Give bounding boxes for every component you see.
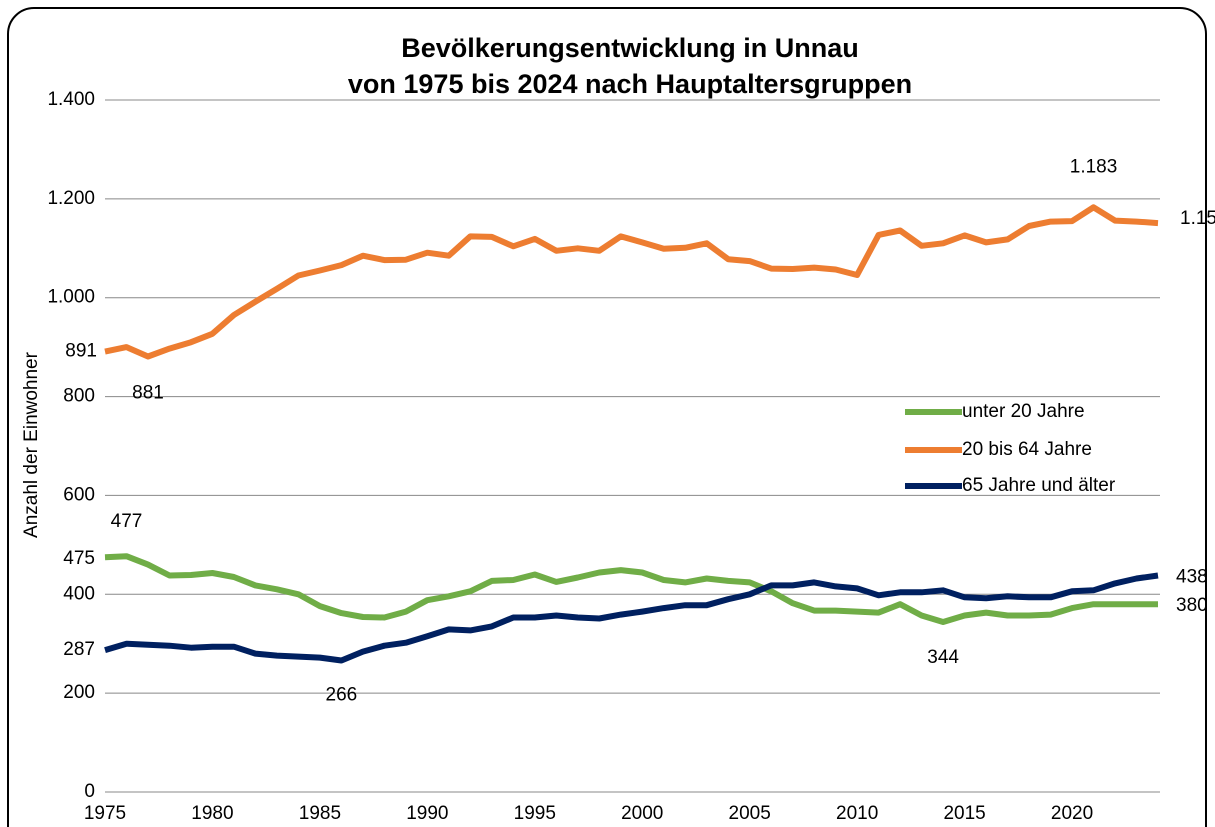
y-tick-label: 600 xyxy=(63,484,95,505)
data-label: 344 xyxy=(927,647,959,668)
data-label: 287 xyxy=(63,639,95,660)
x-tick-label: 1990 xyxy=(406,803,448,824)
chart-title: Bevölkerungsentwicklung in Unnau xyxy=(401,33,859,63)
data-label: 477 xyxy=(111,511,143,532)
series-line xyxy=(104,204,1159,360)
data-label: 266 xyxy=(326,685,358,706)
series-line xyxy=(104,553,1158,625)
x-tick-label: 1995 xyxy=(514,803,556,824)
x-tick-label: 2020 xyxy=(1051,803,1093,824)
data-label: 891 xyxy=(65,341,97,362)
y-tick-label: 1.000 xyxy=(47,287,95,308)
chart-title: von 1975 bis 2024 nach Hauptaltersgruppe… xyxy=(348,69,912,99)
y-tick-label: 0 xyxy=(84,781,95,802)
data-label: 475 xyxy=(63,548,95,569)
data-label: 380 xyxy=(1176,595,1208,616)
y-tick-label: 1.400 xyxy=(47,89,95,110)
legend-label: unter 20 Jahre xyxy=(962,401,1085,422)
x-tick-label: 1980 xyxy=(191,803,233,824)
y-tick-label: 800 xyxy=(63,386,95,407)
y-tick-label: 1.200 xyxy=(47,188,95,209)
x-tick-label: 2000 xyxy=(621,803,663,824)
legend-label: 20 bis 64 Jahre xyxy=(962,439,1092,460)
data-label: 881 xyxy=(132,383,164,404)
x-tick-label: 1975 xyxy=(84,803,126,824)
legend-label: 65 Jahre und älter xyxy=(962,475,1116,496)
x-tick-label: 2005 xyxy=(729,803,771,824)
y-tick-label: 200 xyxy=(63,682,95,703)
y-axis-label: Anzahl der Einwohner xyxy=(21,351,42,538)
data-label: 1.151 xyxy=(1180,208,1215,229)
y-tick-label: 400 xyxy=(63,583,95,604)
series-line xyxy=(104,572,1159,664)
x-tick-label: 2015 xyxy=(943,803,985,824)
chart-frame xyxy=(7,7,1207,827)
x-tick-label: 2010 xyxy=(836,803,878,824)
data-label: 1.183 xyxy=(1070,156,1118,177)
data-label: 438 xyxy=(1176,567,1208,588)
x-tick-label: 1985 xyxy=(299,803,341,824)
